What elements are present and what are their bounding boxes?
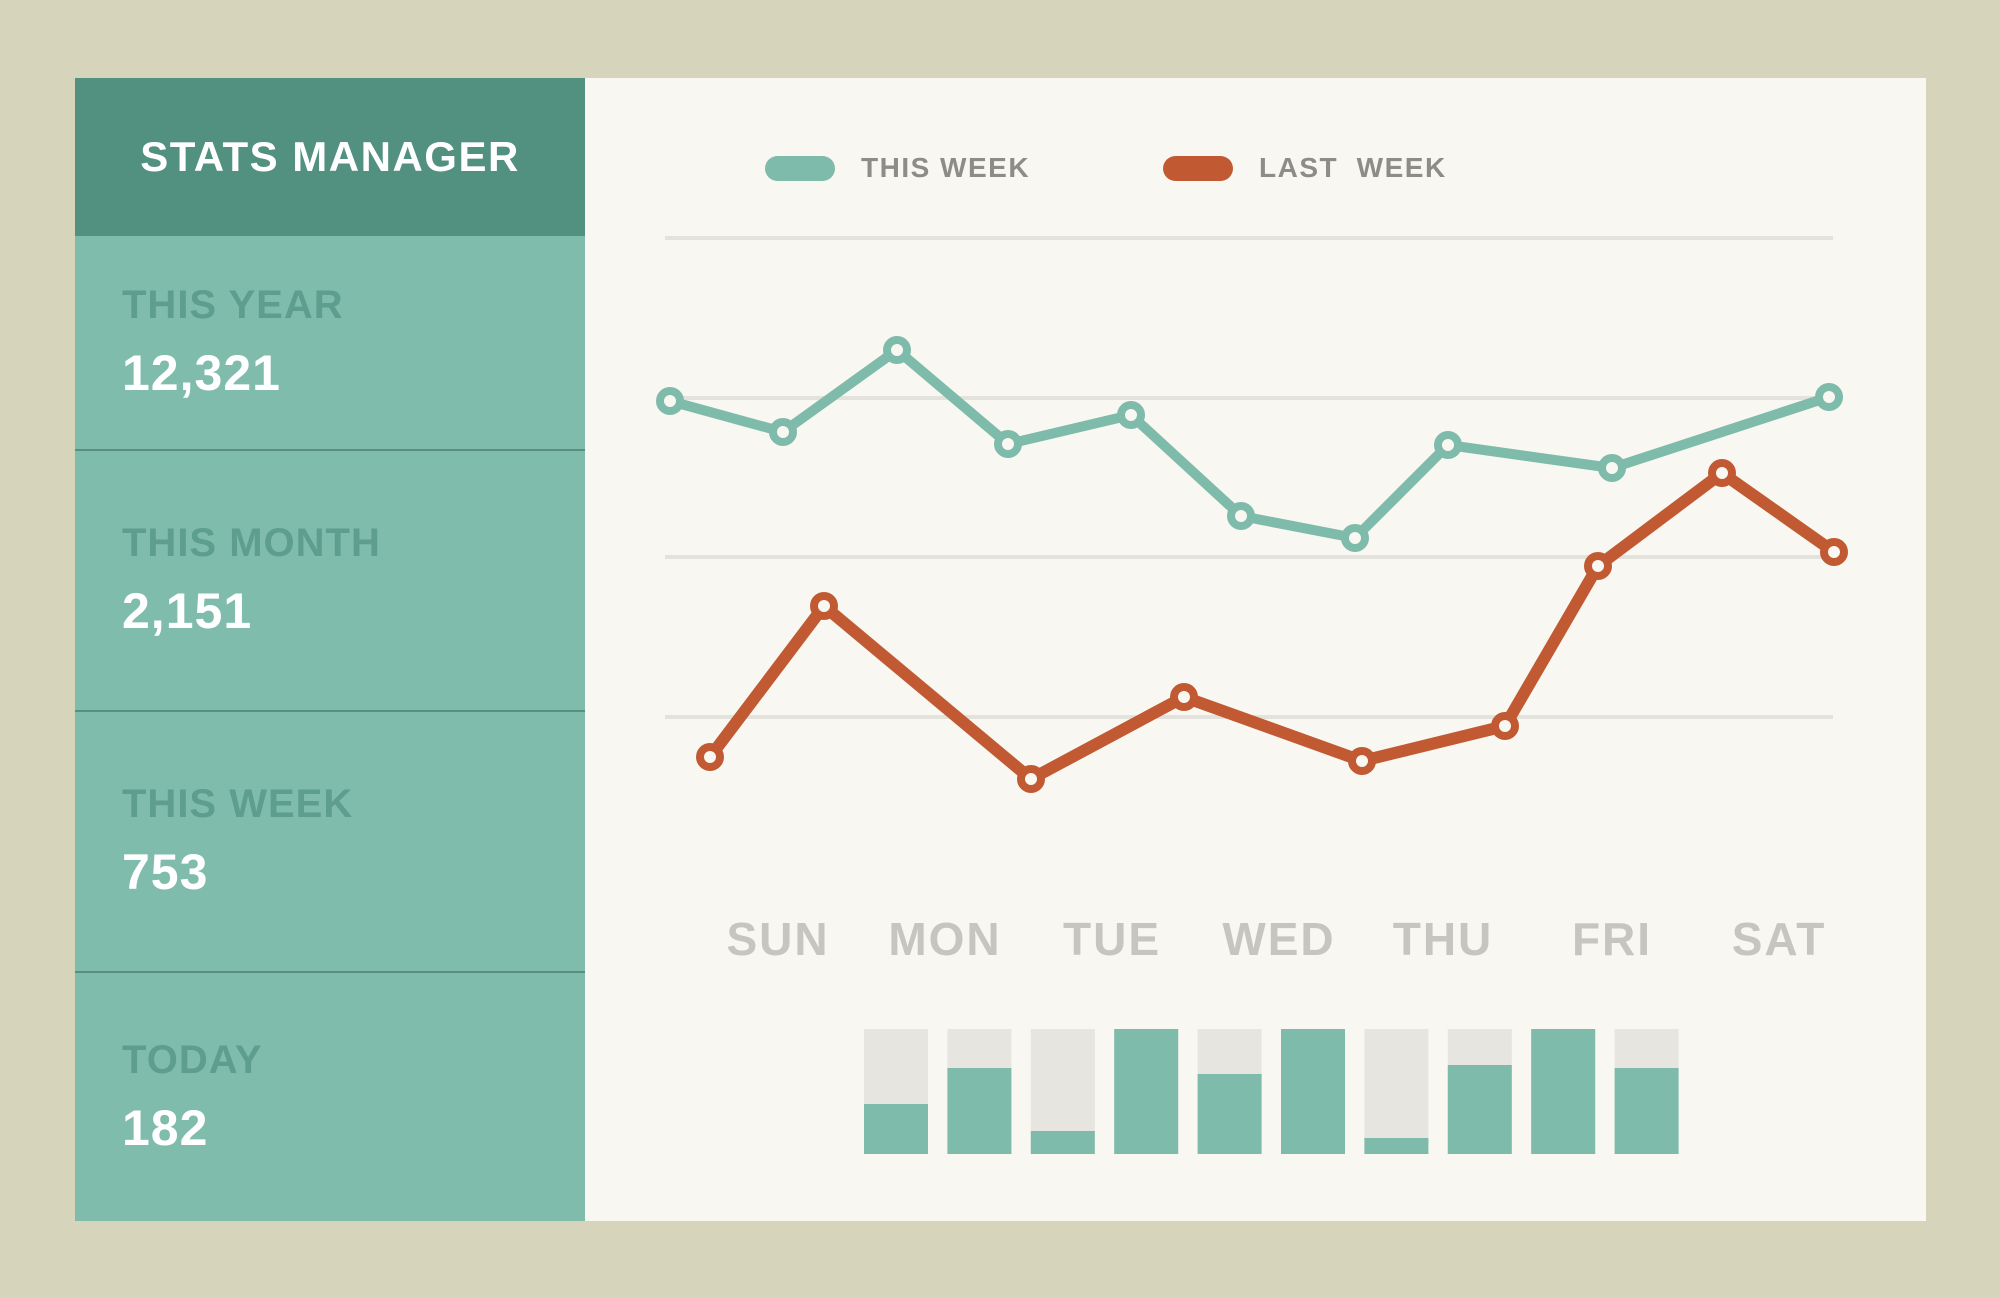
data-point-this-week[interactable] <box>1341 524 1369 552</box>
axis-label-wed: WED <box>1222 913 1335 965</box>
data-point-this-week[interactable] <box>769 418 797 446</box>
bar-fill[interactable] <box>1197 1074 1262 1154</box>
data-point-this-week[interactable] <box>1434 431 1462 459</box>
data-point-last-week[interactable] <box>810 592 838 620</box>
sidebar-item-today[interactable]: TODAY 182 <box>75 971 585 1221</box>
legend-item-this-week[interactable]: THIS WEEK <box>765 150 1030 186</box>
data-point-this-week[interactable] <box>656 387 684 415</box>
bar-track <box>1364 1029 1429 1154</box>
legend-label-last-week: LAST WEEK <box>1259 152 1447 183</box>
data-point-last-week[interactable] <box>1348 747 1376 775</box>
bar-fill[interactable] <box>1114 1029 1179 1154</box>
sidebar-item-this-month[interactable]: THIS MONTH 2,151 <box>75 449 585 710</box>
sidebar-item-this-week[interactable]: THIS WEEK 753 <box>75 710 585 971</box>
data-point-this-week[interactable] <box>994 430 1022 458</box>
app-title: STATS MANAGER <box>140 133 520 180</box>
stat-label-this-year: THIS YEAR <box>122 283 344 327</box>
series-line-this-week <box>665 345 1834 543</box>
axis-label-sat: SAT <box>1732 913 1827 965</box>
sidebar-item-this-year[interactable]: THIS YEAR 12,321 <box>75 236 585 449</box>
bar-fill[interactable] <box>1447 1065 1512 1154</box>
stat-value-today: 182 <box>122 1099 209 1156</box>
this-week-swatch-icon <box>765 155 835 181</box>
data-point-this-week[interactable] <box>1117 401 1145 429</box>
data-point-last-week[interactable] <box>1708 459 1736 487</box>
stat-label-this-week: THIS WEEK <box>122 782 354 826</box>
sidebar-header: STATS MANAGER <box>75 78 585 236</box>
axis-label-mon: MON <box>888 913 1001 965</box>
axis-label-tue: TUE <box>1063 913 1161 965</box>
bar-fill[interactable] <box>1531 1029 1596 1154</box>
data-point-last-week[interactable] <box>1170 683 1198 711</box>
legend-label-this-week: THIS WEEK <box>861 152 1031 183</box>
stat-value-this-month: 2,151 <box>122 583 253 639</box>
data-point-last-week[interactable] <box>1820 538 1848 566</box>
stat-value-this-week: 753 <box>122 844 209 900</box>
bar-fill[interactable] <box>1281 1029 1345 1154</box>
axis-label-sun: SUN <box>726 913 829 965</box>
stats-panel: SUN MON TUE WED THU FRI SAT THIS WEEK LAST WEE… <box>585 78 1926 1221</box>
axis-label-fri: FRI <box>1572 913 1652 965</box>
bar-fill[interactable] <box>1030 1131 1095 1154</box>
data-point-this-week[interactable] <box>1598 454 1626 482</box>
axis-label-thu: THU <box>1393 913 1494 965</box>
bar-fill[interactable] <box>1364 1138 1429 1154</box>
data-point-last-week[interactable] <box>1017 765 1045 793</box>
bar-fill[interactable] <box>1614 1068 1679 1154</box>
stat-label-this-month: THIS MONTH <box>122 521 381 565</box>
stat-value-this-year: 12,321 <box>122 345 281 401</box>
data-point-last-week[interactable] <box>1584 552 1612 580</box>
data-point-this-week[interactable] <box>1227 502 1255 530</box>
data-point-this-week[interactable] <box>883 336 911 364</box>
bar-fill[interactable] <box>947 1068 1012 1154</box>
sidebar: STATS MANAGER THIS YEAR 12,321 THIS MONT… <box>75 78 585 1221</box>
data-point-last-week[interactable] <box>696 743 724 771</box>
legend-item-last-week[interactable]: LAST WEEK <box>1163 150 1447 186</box>
last-week-swatch-icon <box>1163 155 1233 181</box>
bar-fill[interactable] <box>864 1104 928 1154</box>
stat-label-today: TODAY <box>122 1037 263 1082</box>
data-point-last-week[interactable] <box>1491 712 1519 740</box>
stats-chart: SUN MON TUE WED THU FRI SAT <box>656 236 1848 1154</box>
data-point-this-week[interactable] <box>1815 383 1843 411</box>
